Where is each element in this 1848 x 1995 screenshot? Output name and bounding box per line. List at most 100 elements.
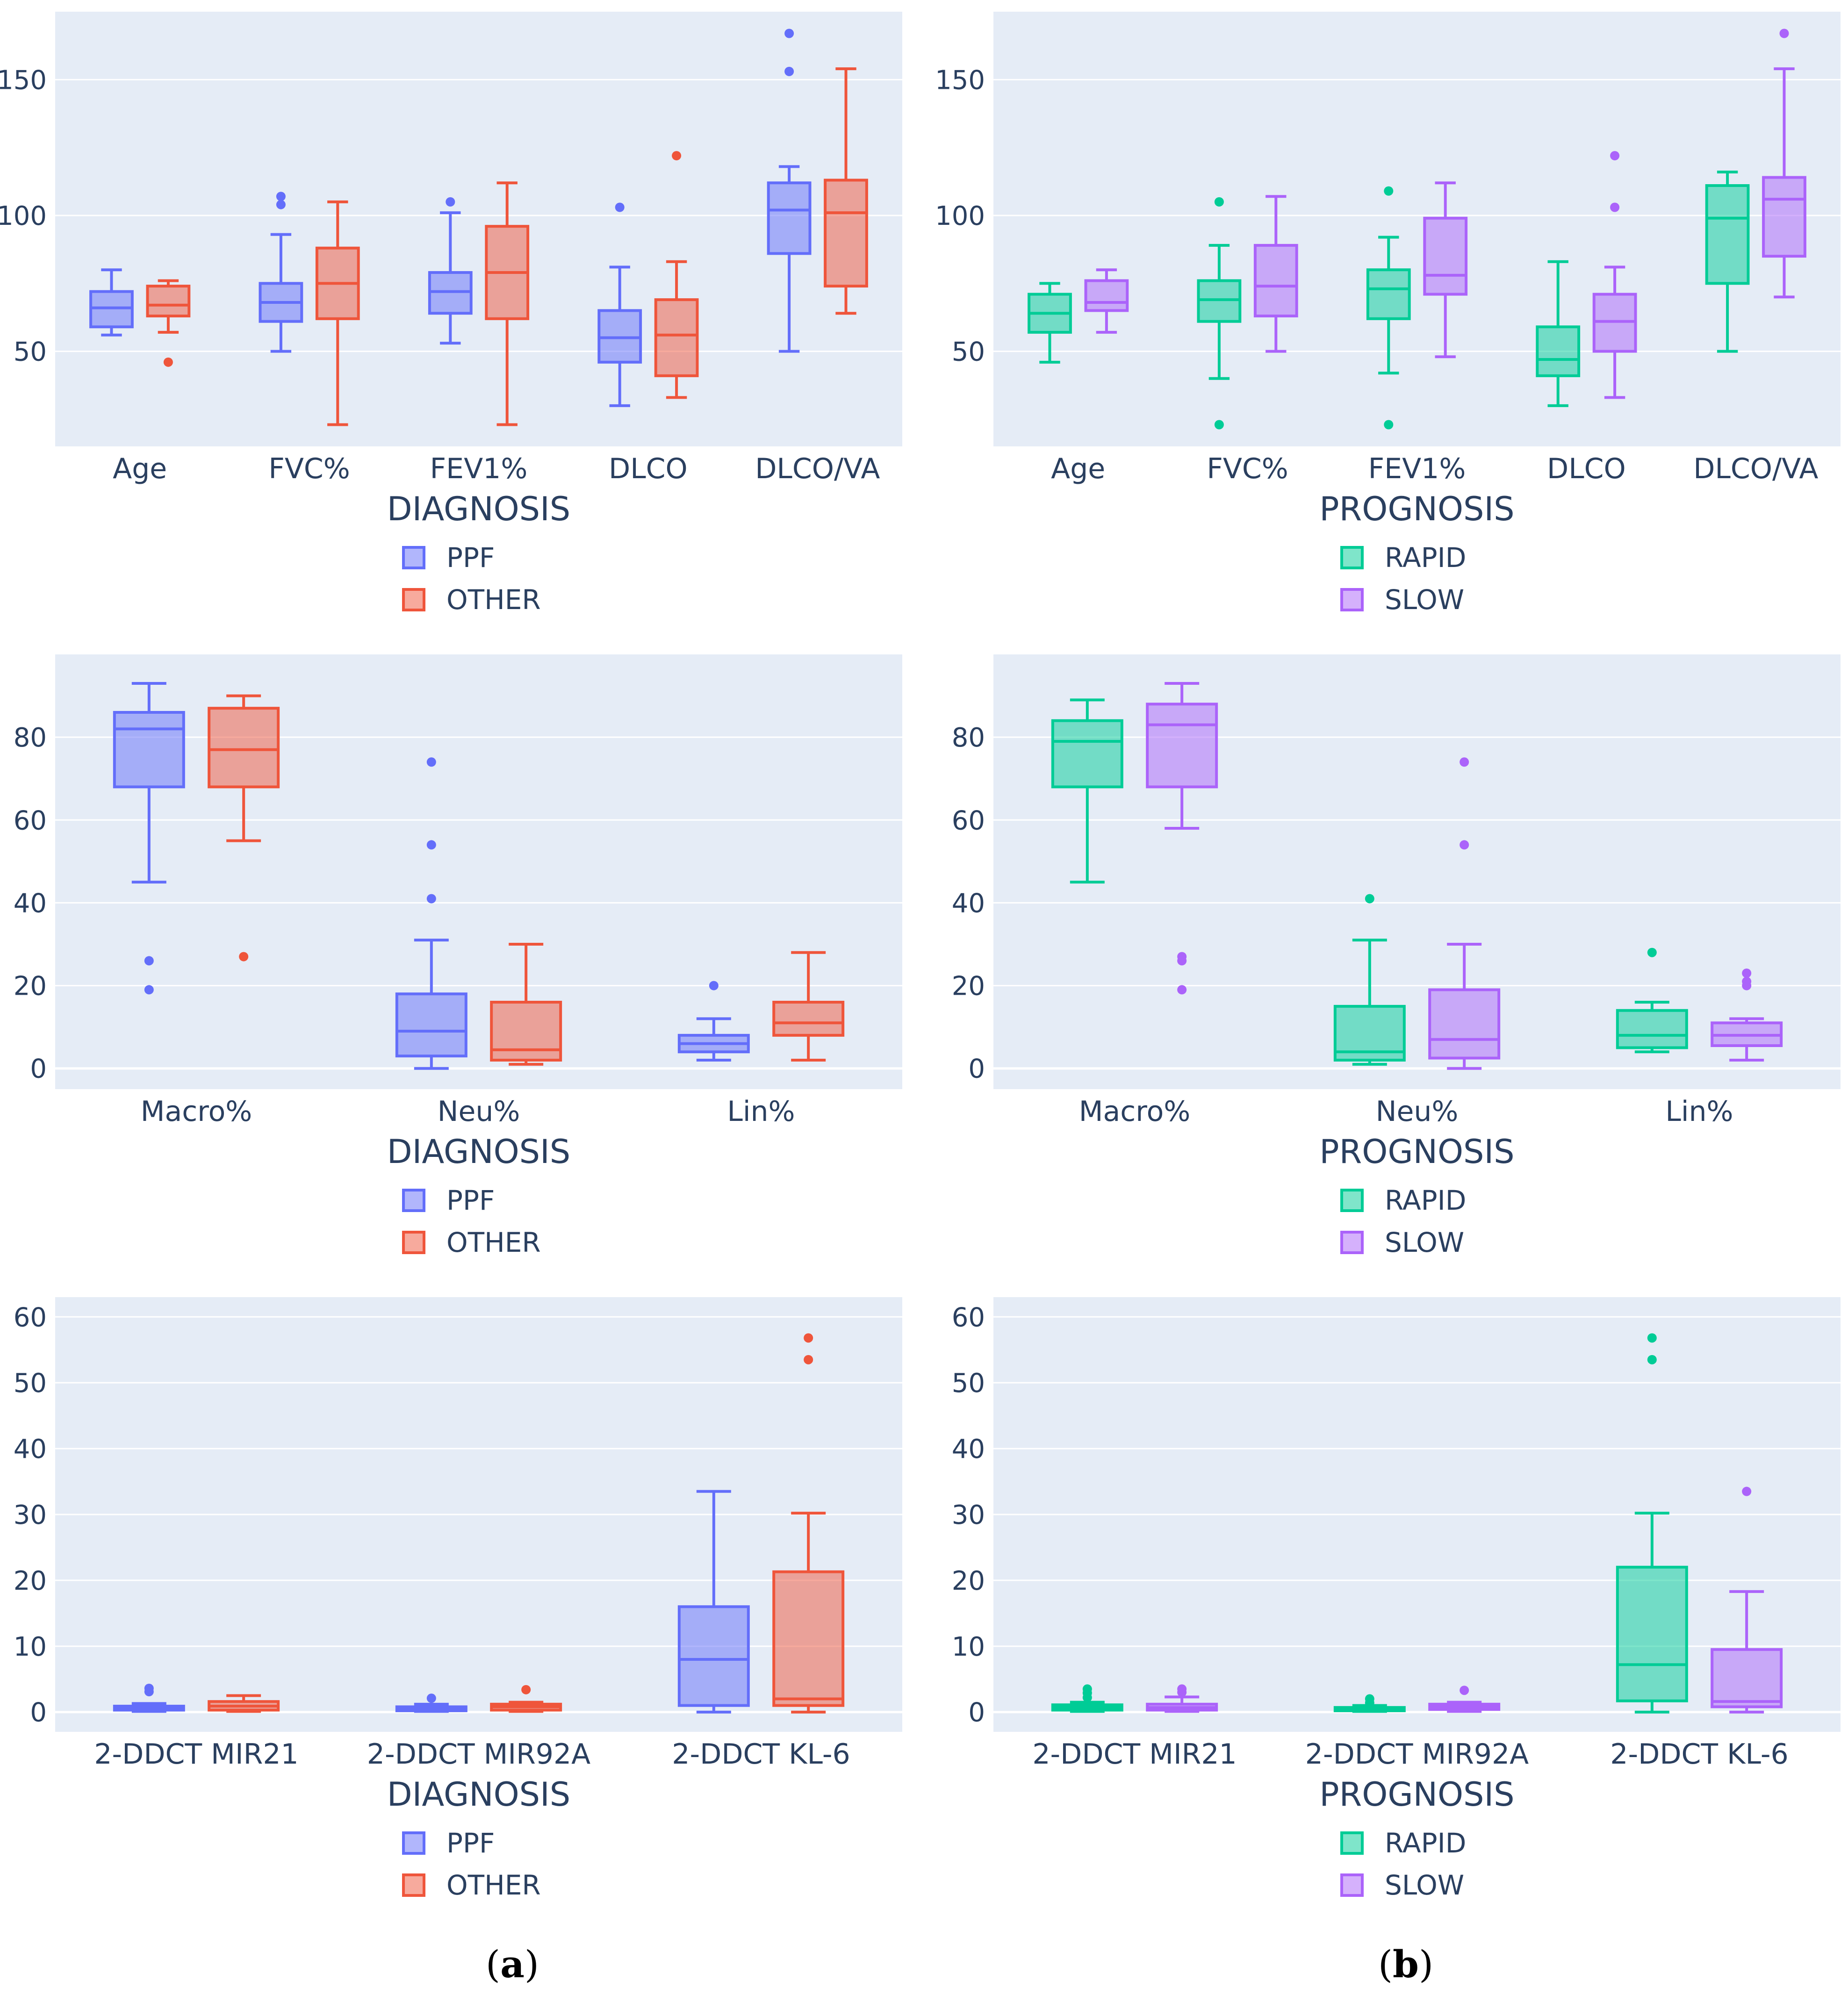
legend-label: PPF (446, 542, 495, 574)
panel-1-box-ppf-dlco (597, 202, 642, 407)
panel-5-box-other-2-ddct-kl-6 (772, 1333, 845, 1714)
panel-1-xtick-label-dlco-va: DLCO/VA (755, 452, 880, 485)
legend-label: PPF (446, 1184, 495, 1216)
outlier-point (276, 192, 286, 201)
panel-1-legend-item-other[interactable]: OTHER (402, 584, 541, 616)
legend-label: RAPID (1385, 542, 1466, 574)
box-iqr (677, 1605, 750, 1707)
caption-left-letter: a (500, 1942, 525, 1986)
panel-2-ytick-label-150: 150 (935, 65, 985, 95)
panel-2-xtick-label-dlco: DLCO (1547, 452, 1626, 485)
panel-4-box-slow-macro (1146, 682, 1218, 995)
outlier-point (1647, 1355, 1657, 1364)
panel-4-legend-item-slow[interactable]: SLOW (1340, 1227, 1464, 1258)
outlier-point (804, 1355, 813, 1364)
panel-1-ytick-label-100: 100 (0, 201, 47, 231)
legend-swatch (1340, 1831, 1364, 1855)
panel-2-box-slow-fev1 (1423, 181, 1468, 359)
panel-6-xtick-label-2-ddct-mir92a: 2-DDCT MIR92A (1305, 1738, 1529, 1771)
panel-2-ytick-label-50: 50 (952, 337, 985, 367)
panel-2-box-rapid-age (1028, 282, 1072, 364)
panel-4-ytick-label-80: 80 (952, 723, 985, 753)
outlier-point (784, 29, 794, 38)
outlier-point (804, 1333, 813, 1343)
panel-2-box-slow-fvc (1253, 195, 1298, 353)
panel-2-box-rapid-fev1 (1366, 186, 1411, 430)
box-iqr (1711, 1648, 1783, 1708)
panel-1-box-other-age (146, 279, 191, 367)
panel-1-xtick-label-fvc: FVC% (268, 452, 350, 485)
panel-2: 50 100 150 Age FVC% FEV1% DLCO DLCO/VA PROGNOSIS… (935, 12, 1841, 616)
panel-6-box-slow-2-ddct-kl-6 (1711, 1486, 1783, 1714)
panel-5-xtick-label-2-ddct-mir21: 2-DDCT MIR21 (94, 1738, 298, 1771)
legend-label: SLOW (1385, 1869, 1464, 1901)
panel-6-group-title: PROGNOSIS (1319, 1775, 1514, 1814)
panel-4-box-rapid-macro (1051, 698, 1123, 884)
caption-right-letter: b (1393, 1942, 1419, 1986)
panel-6: 0 10 20 30 40 50 60 2-DDCT MIR21 2-DDCT MIR92A 2-… (952, 1297, 1841, 1901)
panel-1-group-title: DIAGNOSIS (387, 490, 570, 528)
panel-2-legend-item-rapid[interactable]: RAPID (1340, 542, 1466, 574)
outlier-point (1384, 420, 1394, 430)
panel-5-box-ppf-2-ddct-mir21 (113, 1684, 185, 1713)
panel-1-box-other-fvc (315, 200, 360, 426)
caption-right: (b) (1378, 1942, 1433, 1986)
panel-4-xtick-label-macro: Macro% (1079, 1095, 1191, 1128)
box-iqr (1366, 268, 1411, 320)
outlier-point (1082, 1684, 1092, 1694)
box-iqr (490, 1001, 562, 1062)
panel-6-box-slow-2-ddct-mir92a (1428, 1686, 1501, 1713)
panel-1-xtick-label-fev1: FEV1% (430, 452, 528, 485)
panel-5-box-ppf-2-ddct-mir92a (395, 1694, 467, 1713)
panel-3-ytick-label-40: 40 (14, 888, 47, 919)
panel-5-group-title: DIAGNOSIS (387, 1775, 570, 1814)
box-iqr (1051, 719, 1123, 789)
outlier-point (1460, 1686, 1469, 1695)
outlier-point (144, 1684, 154, 1693)
panel-5-legend-item-ppf[interactable]: PPF (402, 1827, 495, 1859)
outlier-point (1214, 420, 1224, 430)
outlier-point (1610, 151, 1620, 161)
panel-4-legend-item-rapid[interactable]: RAPID (1340, 1184, 1466, 1216)
legend-label: OTHER (446, 1227, 541, 1258)
box-iqr (772, 1570, 845, 1707)
panel-6-legend-item-rapid[interactable]: RAPID (1340, 1827, 1466, 1859)
panel-4-ytick-label-40: 40 (952, 888, 985, 919)
legend-swatch (1340, 546, 1364, 569)
box-iqr (767, 181, 812, 255)
panel-3-legend-item-ppf[interactable]: PPF (402, 1184, 495, 1216)
panel-5-legend-item-other[interactable]: OTHER (402, 1869, 541, 1901)
panel-2-ytick-label-100: 100 (935, 201, 985, 231)
panel-6-ytick-label-60: 60 (952, 1302, 985, 1333)
panel-2-legend-item-slow[interactable]: SLOW (1340, 584, 1464, 616)
panel-1-legend-item-ppf[interactable]: PPF (402, 542, 495, 574)
panel-3-box-other-neu (490, 943, 562, 1066)
box-iqr (1146, 703, 1218, 789)
panel-3-legend-item-other[interactable]: OTHER (402, 1227, 541, 1258)
outlier-point (163, 357, 173, 367)
panel-3-ytick-label-0: 0 (30, 1054, 47, 1084)
legend-label: RAPID (1385, 1184, 1466, 1216)
panel-2-box-rapid-fvc (1197, 197, 1242, 430)
panel-4-ytick-label-20: 20 (952, 971, 985, 1002)
panel-1-ytick-label-150: 150 (0, 65, 47, 95)
panel-4-xtick-label-lin: Lin% (1665, 1095, 1733, 1128)
box-iqr (113, 711, 185, 789)
panel-6-box-rapid-2-ddct-mir21 (1051, 1684, 1123, 1713)
outlier-point (1177, 952, 1187, 962)
panel-6-ytick-label-40: 40 (952, 1434, 985, 1464)
panel-1-xtick-label-dlco: DLCO (609, 452, 688, 485)
panel-2-box-slow-dlco (1592, 151, 1637, 399)
panel-6-ytick-label-20: 20 (952, 1566, 985, 1596)
panel-1-box-other-dlco (654, 151, 699, 399)
panel-5: 0 10 20 30 40 50 60 2-DDCT MIR21 2-DDCT MIR92A 2-… (14, 1297, 902, 1901)
panel-1-ytick-label-50: 50 (14, 337, 47, 367)
panel-6-legend-item-slow[interactable]: SLOW (1340, 1869, 1464, 1901)
outlier-point (239, 952, 249, 962)
panel-2-group-title: PROGNOSIS (1319, 490, 1514, 528)
outlier-point (426, 757, 436, 767)
legend-swatch (402, 1189, 425, 1212)
box-iqr (146, 285, 191, 317)
panel-5-box-ppf-2-ddct-kl-6 (677, 1490, 750, 1714)
